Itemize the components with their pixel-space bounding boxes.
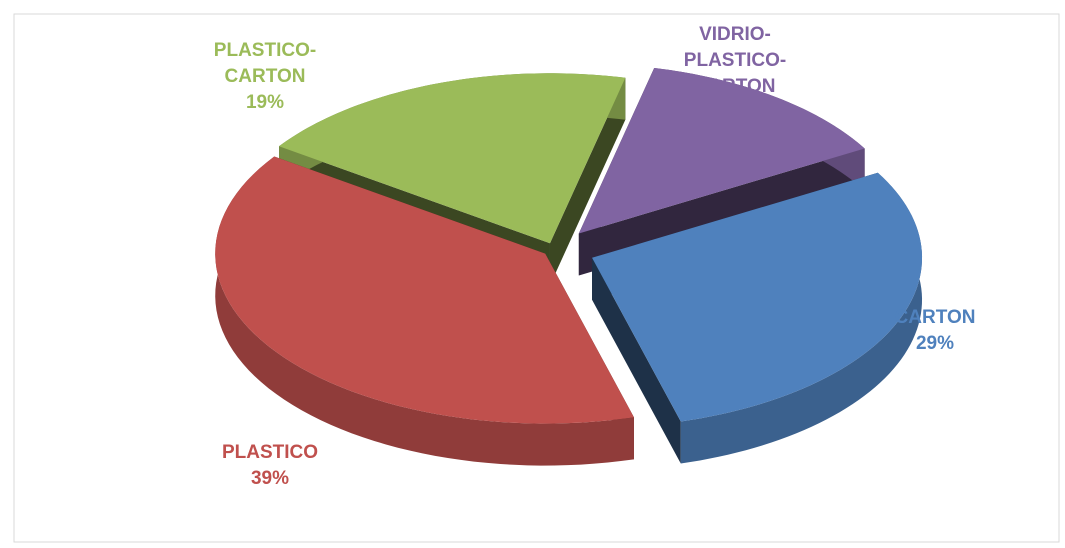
- slice-top: [578, 67, 865, 234]
- data-label: PLASTICO 39%: [205, 440, 335, 492]
- slice-side: [215, 156, 634, 466]
- label-name: VIDRIO-PLASTICO-CARTON: [683, 24, 787, 97]
- label-name: CARTON: [894, 307, 976, 328]
- pie-slice: [215, 156, 634, 466]
- slice-wall: [549, 77, 626, 286]
- label-value: 29%: [915, 333, 955, 354]
- label-value: 39%: [250, 468, 290, 489]
- slice-top: [592, 172, 923, 422]
- data-label: VIDRIO-PLASTICO-CARTON: [675, 22, 795, 100]
- slice-wall: [592, 257, 681, 464]
- pie-slice: [592, 172, 923, 464]
- slice-side: [680, 172, 923, 464]
- label-value: 19%: [245, 92, 285, 113]
- data-label: PLASTICO-CARTON 19%: [200, 38, 330, 116]
- slice-top: [215, 156, 634, 424]
- slice-top: [279, 73, 626, 244]
- label-name: PLASTICO: [221, 442, 319, 463]
- label-name: PLASTICO-CARTON: [213, 40, 317, 87]
- data-label: CARTON 29%: [880, 305, 990, 357]
